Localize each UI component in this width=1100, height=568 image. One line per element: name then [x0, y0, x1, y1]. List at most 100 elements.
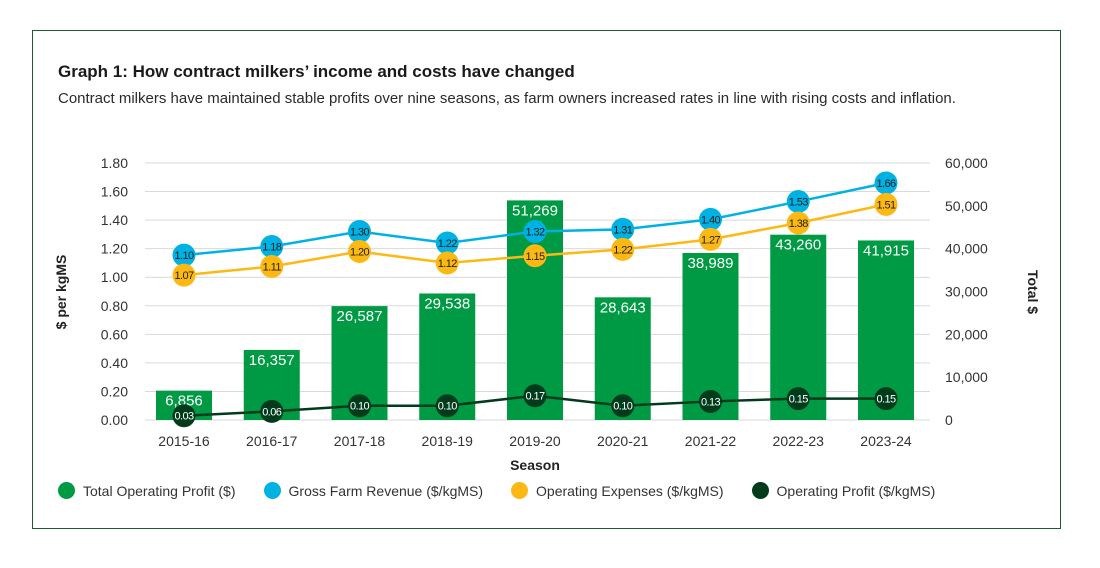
data-point-marker: [260, 255, 284, 279]
point-data-label: 1.22: [613, 244, 632, 256]
x-tick-label: 2023-24: [860, 433, 912, 449]
y-left-tick-label: 0.60: [101, 326, 128, 342]
data-point-marker: [786, 211, 810, 235]
y-left-tick-label: 1.40: [101, 212, 128, 228]
point-data-label: 1.18: [262, 242, 281, 254]
point-data-label: 0.10: [613, 401, 632, 413]
bar-data-label: 16,357: [249, 352, 295, 369]
point-data-label: 0.17: [525, 391, 544, 403]
legend-label: Operating Profit ($/kgMS): [776, 482, 936, 499]
y-right-tick-label: 50,000: [945, 198, 988, 214]
y-right-tick-label: 30,000: [945, 284, 988, 300]
point-data-label: 0.03: [174, 411, 193, 423]
data-point-marker: [786, 387, 810, 411]
point-data-label: 1.32: [525, 227, 544, 239]
data-point-marker: [611, 217, 635, 241]
y-left-tick-label: 0.00: [101, 412, 128, 428]
data-point-marker: [260, 235, 284, 259]
y-left-tick-label: 1.60: [101, 184, 128, 200]
chart-frame: [32, 30, 1061, 529]
data-point-marker: [172, 243, 196, 267]
data-point-marker: [699, 207, 722, 231]
data-point-marker: [435, 231, 459, 255]
y-right-tick-label: 10,000: [945, 369, 988, 385]
data-point-marker: [699, 227, 722, 251]
legend-label: Total Operating Profit ($): [83, 482, 236, 499]
legend-item: Gross Farm Revenue ($/kgMS): [263, 482, 484, 499]
y-left-tick-label: 1.00: [101, 269, 128, 285]
x-tick-label: 2017-18: [334, 433, 386, 449]
point-data-label: 1.31: [613, 224, 632, 236]
data-point-marker: [435, 251, 459, 275]
legend-swatch-icon: [263, 482, 281, 499]
legend-swatch-icon: [511, 482, 529, 499]
bar-data-label: 6,856: [165, 393, 203, 410]
point-data-label: 1.27: [701, 234, 720, 246]
data-point-marker: [874, 192, 898, 216]
point-data-label: 0.15: [876, 394, 895, 406]
point-data-label: 1.38: [789, 218, 808, 230]
legend-label: Operating Expenses ($/kgMS): [536, 482, 724, 499]
data-point-marker: [874, 171, 898, 195]
data-point-marker: [348, 220, 371, 244]
x-tick-label: 2015-16: [158, 433, 210, 449]
bar-data-label: 28,643: [600, 299, 646, 316]
legend-item: Total Operating Profit ($): [58, 482, 236, 499]
point-data-label: 1.51: [876, 199, 895, 211]
point-data-label: 1.12: [438, 258, 457, 270]
y-left-tick-label: 0.80: [101, 298, 128, 314]
y-right-axis-label: Total $: [1025, 270, 1041, 314]
point-data-label: 1.07: [174, 270, 193, 282]
chart-subtitle: Contract milkers have maintained stable …: [58, 90, 956, 107]
point-data-label: 1.15: [525, 251, 544, 263]
bar-data-label: 43,260: [775, 237, 821, 254]
x-tick-label: 2019-20: [509, 433, 561, 449]
point-data-label: 1.22: [438, 238, 457, 250]
x-axis-label: Season: [510, 457, 560, 473]
bar-data-label: 26,587: [337, 308, 383, 325]
x-tick-label: 2022-23: [773, 433, 825, 449]
x-tick-label: 2021-22: [685, 433, 737, 449]
data-point-marker: [786, 190, 810, 214]
data-point-marker: [260, 399, 284, 423]
point-data-label: 0.10: [438, 401, 457, 413]
point-data-label: 1.10: [174, 250, 193, 262]
legend-item: Operating Profit ($/kgMS): [751, 482, 936, 499]
point-data-label: 0.13: [701, 396, 720, 408]
y-left-tick-label: 1.80: [101, 155, 128, 171]
data-point-marker: [435, 394, 459, 418]
y-left-tick-label: 0.40: [101, 355, 128, 371]
y-right-tick-label: 60,000: [945, 155, 988, 171]
y-left-axis-label: $ per kgMS: [53, 255, 69, 330]
point-data-label: 1.20: [350, 247, 369, 259]
legend-label: Gross Farm Revenue ($/kgMS): [288, 482, 484, 499]
bar-data-label: 29,538: [424, 295, 470, 312]
data-point-marker: [172, 404, 196, 428]
data-point-marker: [523, 244, 547, 268]
data-point-marker: [523, 220, 547, 244]
y-left-tick-label: 1.20: [101, 241, 128, 257]
data-point-marker: [699, 389, 722, 413]
bar-data-label: 51,269: [512, 202, 558, 219]
point-data-label: 1.30: [350, 227, 369, 239]
data-point-marker: [348, 394, 371, 418]
point-data-label: 1.40: [701, 214, 720, 226]
bar-data-label: 38,989: [688, 255, 734, 272]
point-data-label: 0.15: [789, 394, 808, 406]
legend-item: Operating Expenses ($/kgMS): [511, 482, 724, 499]
legend-swatch-icon: [751, 482, 769, 499]
point-data-label: 0.06: [262, 406, 281, 418]
x-tick-label: 2018-19: [422, 433, 474, 449]
y-right-tick-label: 40,000: [945, 241, 988, 257]
chart-title: Graph 1: How contract milkers’ income an…: [58, 62, 575, 81]
point-data-label: 1.11: [263, 262, 282, 274]
data-point-marker: [611, 394, 635, 418]
point-data-label: 1.66: [876, 178, 895, 190]
data-point-marker: [611, 237, 635, 261]
data-point-marker: [348, 240, 371, 264]
data-point-marker: [874, 387, 898, 411]
y-right-tick-label: 20,000: [945, 326, 988, 342]
bar-data-label: 41,915: [863, 242, 909, 259]
point-data-label: 0.10: [350, 401, 369, 413]
